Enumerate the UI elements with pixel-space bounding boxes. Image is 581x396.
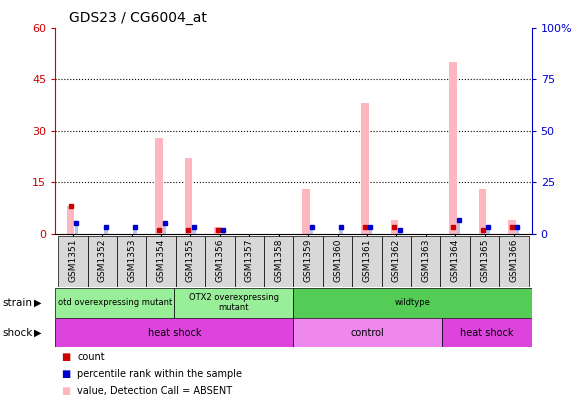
- Bar: [499, 236, 529, 287]
- Bar: [55, 318, 293, 347]
- Text: value, Detection Call = ABSENT: value, Detection Call = ABSENT: [77, 386, 232, 396]
- Bar: [323, 236, 352, 287]
- Text: ▶: ▶: [34, 298, 41, 308]
- Bar: [155, 137, 163, 234]
- Text: GSM1362: GSM1362: [392, 238, 401, 282]
- Text: ■: ■: [61, 386, 70, 396]
- Bar: [390, 220, 398, 234]
- Bar: [221, 230, 225, 234]
- Text: percentile rank within the sample: percentile rank within the sample: [77, 369, 242, 379]
- Text: GSM1360: GSM1360: [333, 238, 342, 282]
- Text: GDS23 / CG6004_at: GDS23 / CG6004_at: [70, 11, 207, 25]
- Bar: [134, 227, 137, 234]
- Bar: [339, 227, 343, 234]
- Bar: [486, 227, 490, 234]
- Bar: [302, 189, 310, 234]
- Bar: [214, 227, 221, 234]
- Bar: [516, 227, 519, 234]
- Bar: [293, 288, 532, 318]
- Bar: [411, 236, 440, 287]
- Bar: [450, 62, 457, 234]
- Text: GSM1361: GSM1361: [363, 238, 371, 282]
- Bar: [369, 227, 372, 234]
- Text: GSM1357: GSM1357: [245, 238, 254, 282]
- Text: strain: strain: [3, 298, 33, 308]
- Text: GSM1354: GSM1354: [156, 238, 166, 282]
- Bar: [205, 236, 235, 287]
- Bar: [398, 230, 401, 234]
- Bar: [55, 288, 174, 318]
- Text: otd overexpressing mutant: otd overexpressing mutant: [58, 298, 172, 307]
- Text: GSM1358: GSM1358: [274, 238, 283, 282]
- Bar: [440, 236, 470, 287]
- Bar: [104, 227, 107, 234]
- Bar: [310, 227, 313, 234]
- Bar: [146, 236, 176, 287]
- Bar: [293, 318, 442, 347]
- Bar: [185, 158, 192, 234]
- Text: GSM1363: GSM1363: [421, 238, 431, 282]
- Bar: [442, 318, 532, 347]
- Bar: [479, 189, 486, 234]
- Bar: [174, 288, 293, 318]
- Bar: [176, 236, 205, 287]
- Text: ■: ■: [61, 369, 70, 379]
- Bar: [382, 236, 411, 287]
- Text: ▶: ▶: [34, 327, 41, 338]
- Text: GSM1365: GSM1365: [480, 238, 489, 282]
- Text: GSM1353: GSM1353: [127, 238, 136, 282]
- Bar: [163, 223, 166, 234]
- Bar: [508, 220, 515, 234]
- Text: count: count: [77, 352, 105, 362]
- Bar: [67, 206, 74, 234]
- Text: OTX2 overexpressing
mutant: OTX2 overexpressing mutant: [189, 293, 279, 312]
- Bar: [352, 236, 382, 287]
- Text: heat shock: heat shock: [148, 327, 201, 338]
- Bar: [470, 236, 499, 287]
- Bar: [293, 236, 323, 287]
- Bar: [88, 236, 117, 287]
- Bar: [192, 227, 196, 234]
- Bar: [117, 236, 146, 287]
- Bar: [58, 236, 88, 287]
- Text: shock: shock: [3, 327, 33, 338]
- Text: ■: ■: [61, 352, 70, 362]
- Text: GSM1364: GSM1364: [451, 238, 460, 282]
- Text: GSM1355: GSM1355: [186, 238, 195, 282]
- Bar: [235, 236, 264, 287]
- Text: GSM1351: GSM1351: [69, 238, 77, 282]
- Text: GSM1359: GSM1359: [304, 238, 313, 282]
- Text: heat shock: heat shock: [460, 327, 514, 338]
- Bar: [361, 103, 368, 234]
- Text: GSM1352: GSM1352: [98, 238, 107, 282]
- Bar: [74, 223, 78, 234]
- Text: GSM1356: GSM1356: [216, 238, 224, 282]
- Bar: [264, 236, 293, 287]
- Text: wildtype: wildtype: [394, 298, 431, 307]
- Bar: [457, 220, 461, 234]
- Text: GSM1366: GSM1366: [510, 238, 518, 282]
- Text: control: control: [351, 327, 385, 338]
